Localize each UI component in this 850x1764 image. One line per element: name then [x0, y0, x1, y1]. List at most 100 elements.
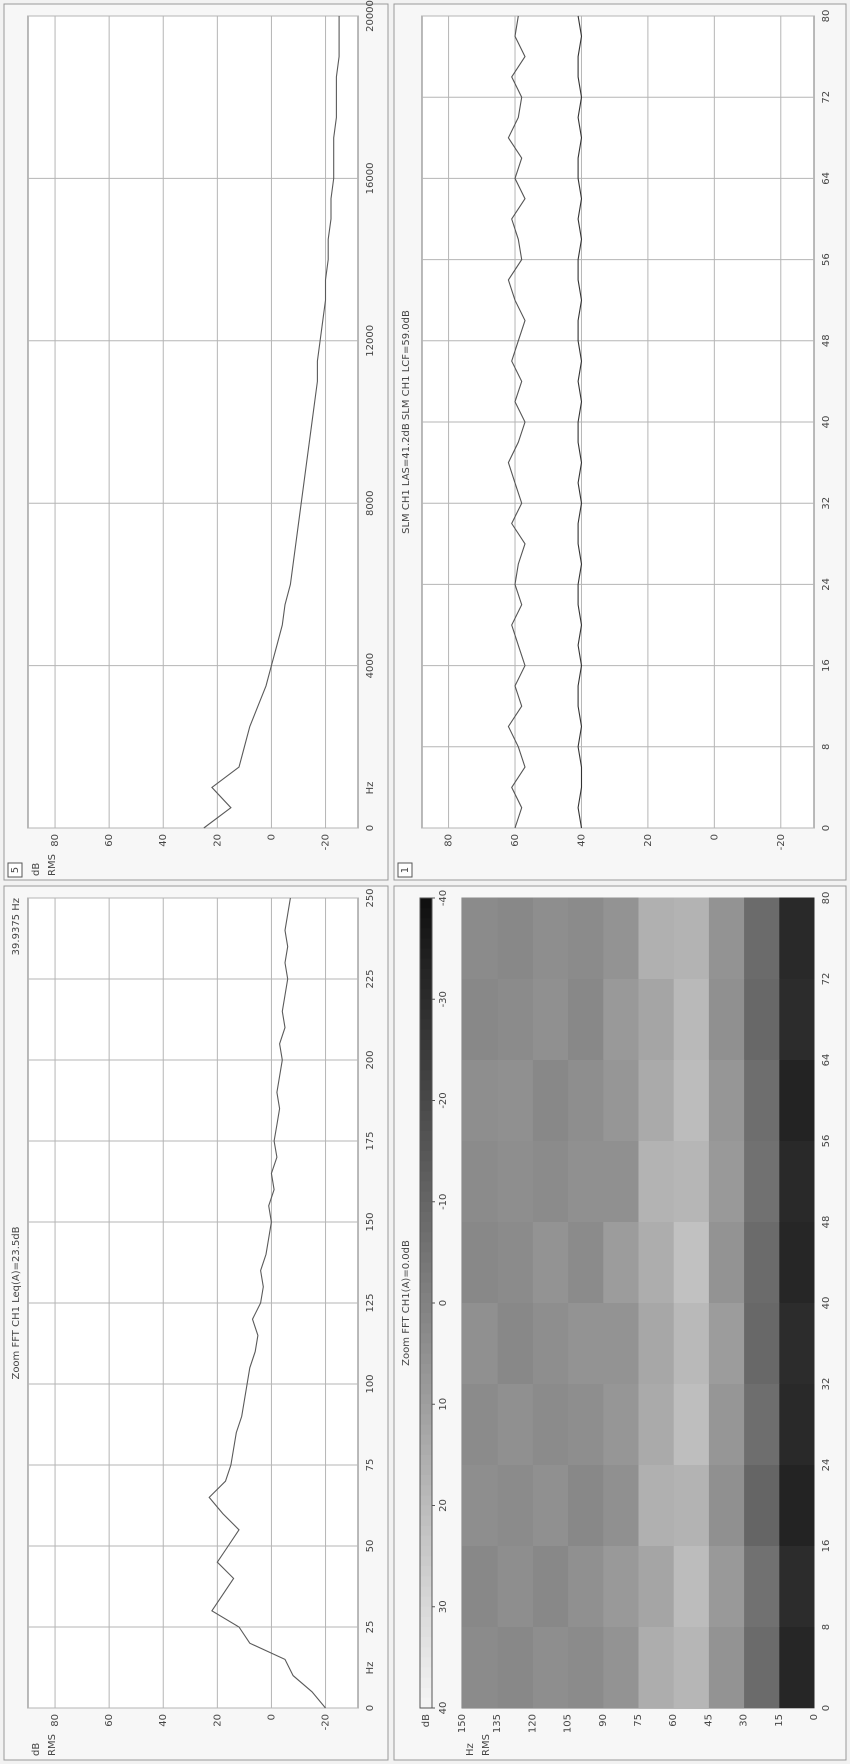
colorbar-swatch [420, 1120, 432, 1131]
heatmap-cell [743, 1383, 780, 1465]
colorbar-swatch [420, 1059, 432, 1071]
colorbar-swatch [420, 1221, 432, 1233]
colorbar-swatch [420, 1292, 432, 1303]
panel-title: Zoom FFT CH1 Leq(A)=23.5dB [11, 1226, 22, 1379]
y-tick-label: 0 [266, 1714, 277, 1720]
y-tick-label: 40 [158, 834, 169, 847]
colorbar-swatch [420, 1565, 432, 1577]
y-tick-label: 80 [50, 834, 61, 847]
colorbar-swatch [420, 1464, 432, 1476]
colorbar-tick-label: 30 [438, 1600, 449, 1613]
colorbar-swatch [420, 1413, 432, 1425]
x-tick-label: 0 [821, 825, 832, 831]
heatmap-cell [462, 978, 498, 1060]
heatmap-cell [497, 1545, 533, 1627]
x-axis-label: Hz [365, 782, 376, 795]
heatmap-cell [462, 1302, 498, 1384]
x-tick-label: 250 [365, 888, 376, 907]
heatmap-cell [638, 1221, 674, 1303]
colorbar-swatch [420, 1403, 432, 1415]
x-tick-label: 200 [365, 1050, 376, 1069]
y-tick-label: 80 [50, 1714, 61, 1727]
colorbar-swatch [420, 1049, 432, 1060]
colorbar-swatch [420, 1343, 432, 1354]
colorbar-swatch [420, 1130, 432, 1141]
colorbar-swatch [420, 1100, 432, 1111]
y-axis-label: RMS [481, 1734, 492, 1756]
colorbar-swatch [420, 1231, 432, 1243]
x-tick-label: 72 [821, 973, 832, 986]
y-tick-label: 60 [668, 1714, 679, 1727]
colorbar-swatch [420, 1312, 432, 1324]
heatmap-cell [778, 1464, 815, 1546]
heatmap-cell [708, 1464, 745, 1546]
colorbar-swatch [420, 1494, 432, 1506]
heatmap-cell [638, 1464, 674, 1546]
x-tick-label: 16 [821, 1540, 832, 1553]
heatmap-cell [532, 897, 569, 979]
colorbar-swatch [420, 1140, 432, 1152]
heatmap-cell [708, 1545, 745, 1627]
heatmap-cell [673, 1140, 709, 1222]
colorbar-swatch [420, 1363, 432, 1374]
x-tick-label: 8000 [365, 490, 376, 515]
colorbar-swatch [420, 1484, 432, 1496]
heatmap-cell [778, 897, 815, 979]
heatmap-cell [462, 1383, 498, 1465]
colorbar-swatch [420, 1474, 432, 1486]
colorbar-swatch [420, 1515, 432, 1526]
heatmap-cell [673, 1626, 709, 1708]
heatmap-cell [778, 1140, 815, 1222]
colorbar-swatch [420, 1575, 432, 1587]
y-tick-label: 0 [809, 1714, 820, 1720]
colorbar-swatch [420, 1089, 432, 1101]
heatmap-cell [602, 1302, 639, 1384]
colorbar-tick-label: -30 [438, 991, 449, 1007]
colorbar-swatch [420, 1181, 432, 1192]
heatmap-cell [708, 1383, 745, 1465]
x-tick-label: 25 [365, 1621, 376, 1634]
heatmap-cell [567, 1383, 604, 1465]
panel-id-box [7, 862, 23, 878]
heatmap-cell [778, 1383, 815, 1465]
heatmap-cell [673, 1221, 709, 1303]
heatmap-cell [708, 1140, 745, 1222]
x-tick-label: 16 [821, 659, 832, 672]
colorbar-swatch [420, 1373, 432, 1384]
heatmap-cell [602, 897, 639, 979]
x-tick-label: 150 [365, 1212, 376, 1231]
heatmap-cell [673, 1545, 709, 1627]
heatmap-cell [462, 1059, 498, 1141]
colorbar-swatch [420, 968, 432, 979]
colorbar-swatch [420, 1434, 432, 1445]
data-line [208, 897, 326, 1709]
heatmap-cell [532, 1302, 569, 1384]
y-tick-label: 75 [633, 1714, 644, 1727]
colorbar-swatch [420, 1110, 432, 1121]
heatmap-cell [602, 1545, 639, 1627]
rotated-view: Zoom FFT CH1 Leq(A)=23.5dB 39.9375 Hz 0 25 5… [3, 0, 847, 1761]
x-tick-label: 4000 [365, 653, 376, 678]
colorbar-swatch [420, 1697, 432, 1708]
heatmap-cell [743, 1140, 780, 1222]
heatmap-cell [778, 978, 815, 1060]
panel-title: SLM CH1 LAS=41.2dB SLM CH1 LCF=59.0dB [401, 310, 412, 534]
colorbar-swatch [420, 1616, 432, 1627]
heatmap-cell [532, 1140, 569, 1222]
colorbar-tick-label: 40 [438, 1702, 449, 1715]
x-tick-label: 32 [821, 497, 832, 510]
heatmap-cell [638, 1626, 674, 1708]
colorbar-tick-label: -40 [438, 890, 449, 906]
heatmap-cell [567, 1221, 604, 1303]
data-line [203, 16, 340, 829]
colorbar-swatch [420, 988, 432, 1000]
heatmap-cell [743, 1302, 780, 1384]
heatmap-cell [673, 1383, 709, 1465]
colorbar-swatch [420, 1687, 432, 1698]
heatmap-cell [532, 1383, 569, 1465]
heatmap-cell [497, 1626, 533, 1708]
colorbar-swatch [420, 1636, 432, 1648]
heatmap-cell [567, 1464, 604, 1546]
y-tick-label: 60 [510, 834, 521, 847]
